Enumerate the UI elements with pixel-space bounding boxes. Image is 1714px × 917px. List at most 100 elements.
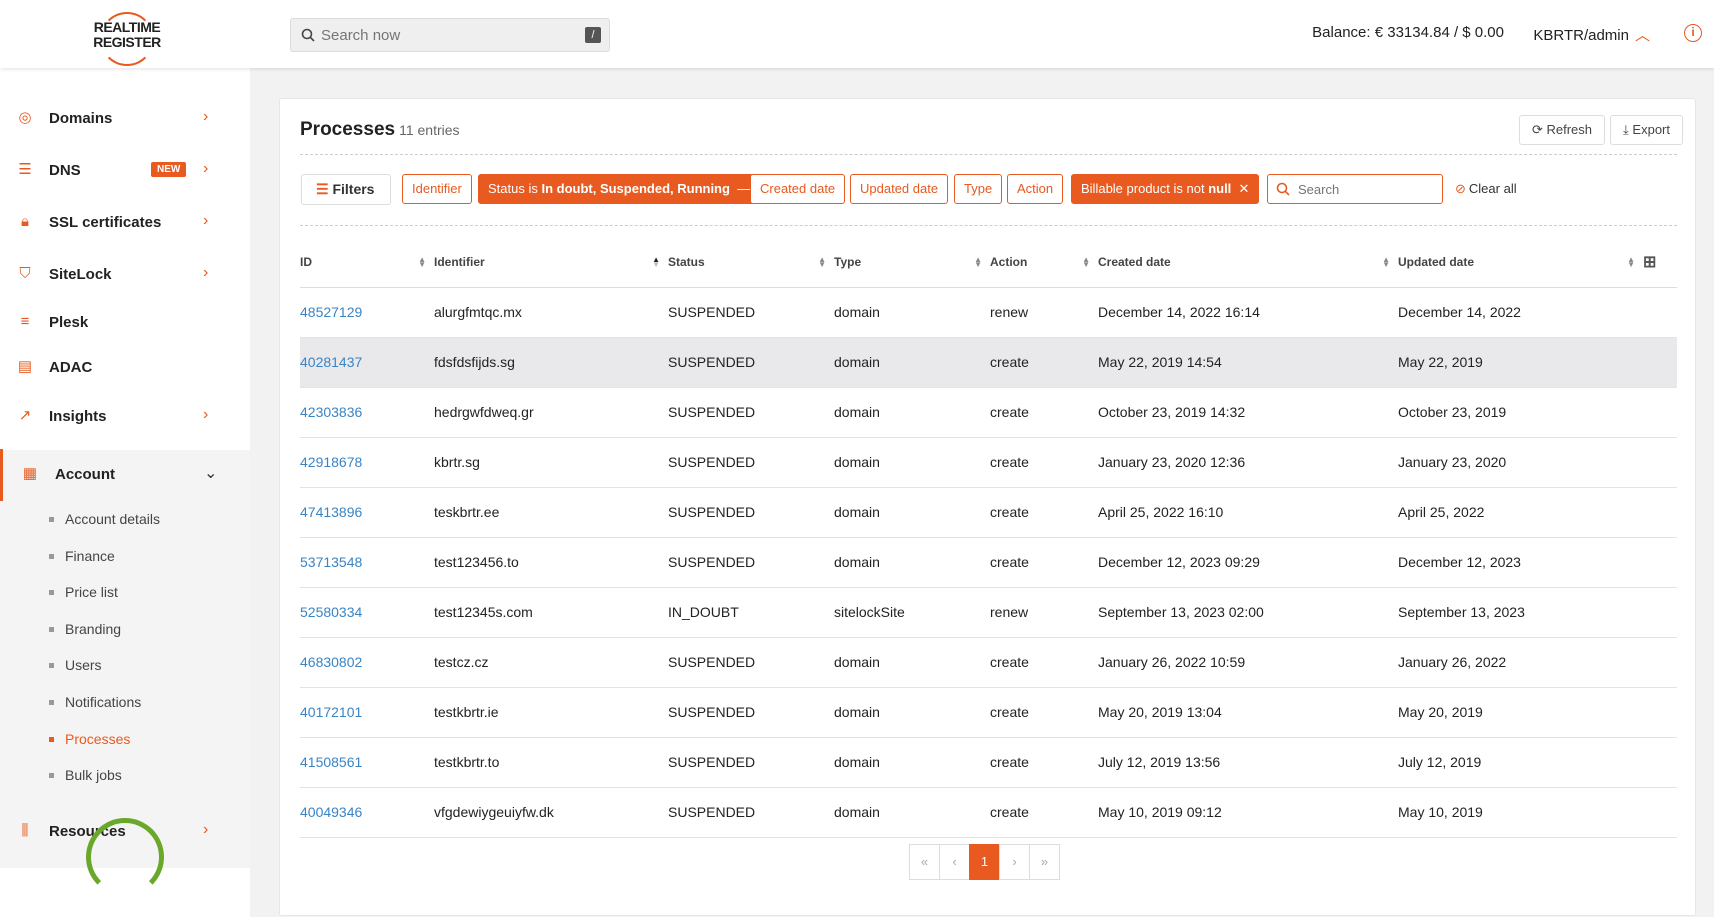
table-cell: IN_DOUBT	[668, 587, 834, 638]
table-cell: May 22, 2019	[1398, 337, 1643, 388]
sidebar-sub-users[interactable]: Users	[0, 648, 250, 682]
process-id-link[interactable]: 53713548	[300, 554, 363, 570]
sidebar-item-insights[interactable]: ↗ Insights ›	[0, 394, 250, 440]
chevron-down-icon: ⌄	[204, 465, 218, 482]
pagination: « ‹ 1 › »	[909, 844, 1060, 880]
col-updated-date[interactable]: Updated date ▲ ▼	[1398, 237, 1643, 288]
table-row[interactable]: 42918678 kbrtr.sg SUSPENDED domain create Jan…	[300, 437, 1677, 488]
process-id-link[interactable]: 52580334	[300, 604, 363, 620]
table-cell: SUSPENDED	[668, 437, 834, 488]
table-cell: July 12, 2019 13:56	[1098, 737, 1398, 788]
close-icon[interactable]: ✕	[1238, 181, 1250, 196]
table-cell: May 22, 2019 14:54	[1098, 337, 1398, 388]
prev-page-button[interactable]: ‹	[939, 844, 970, 880]
sidebar-item-domains[interactable]: ◎ Domains ›	[0, 96, 250, 142]
filter-search[interactable]	[1267, 174, 1443, 204]
col-id[interactable]: ID ▲ ▼	[300, 237, 434, 288]
sidebar-sub-bulk-jobs[interactable]: Bulk jobs	[0, 758, 250, 792]
process-id-link[interactable]: 42303836	[300, 404, 363, 420]
filter-updated-date[interactable]: Updated date	[850, 174, 949, 204]
sidebar-item-plesk[interactable]: ≡ Plesk	[0, 300, 250, 346]
sidebar-sub-processes[interactable]: Processes	[0, 722, 250, 756]
filter-identifier[interactable]: Identifier	[402, 174, 472, 204]
col-type[interactable]: Type ▲ ▼	[834, 237, 990, 288]
filter-search-input[interactable]	[1298, 175, 1438, 203]
sort-icon: ▲ ▼	[1382, 255, 1390, 269]
table-cell: January 23, 2020 12:36	[1098, 437, 1398, 488]
table-cell: create	[990, 737, 1098, 788]
sidebar-item-sitelock[interactable]: ⛉ SiteLock ›	[0, 252, 250, 298]
shortcut-key: /	[585, 27, 601, 43]
info-icon[interactable]: i	[1684, 24, 1702, 42]
refresh-icon: ⟳	[1531, 122, 1543, 137]
process-id-link[interactable]: 40049346	[300, 804, 363, 820]
table-cell: domain	[834, 787, 990, 838]
table-cell: December 12, 2023	[1398, 537, 1643, 588]
global-search[interactable]: /	[290, 18, 610, 52]
collapse-icon[interactable]: —	[737, 181, 751, 196]
export-button[interactable]: ⤓ Export	[1610, 115, 1683, 145]
filter-created-date[interactable]: Created date	[750, 174, 846, 204]
last-page-button[interactable]: »	[1029, 844, 1060, 880]
table-row[interactable]: 52580334 test12345s.com IN_DOUBT sitelockSi…	[300, 587, 1677, 638]
table-row[interactable]: 47413896 teskbrtr.ee SUSPENDED domain create…	[300, 487, 1677, 538]
global-search-input[interactable]	[321, 19, 571, 51]
table-cell: alurgfmtqc.mx	[434, 287, 668, 338]
col-created-date[interactable]: Created date ▲ ▼	[1098, 237, 1398, 288]
filter-action[interactable]: Action	[1007, 174, 1064, 204]
column-settings-icon[interactable]: ⊞	[1643, 237, 1677, 288]
table-cell: test123456.to	[434, 537, 668, 588]
process-id-link[interactable]: 40281437	[300, 354, 363, 370]
filter-type[interactable]: Type	[954, 174, 1003, 204]
sidebar-item-ssl[interactable]: 🔒︎ SSL certificates ›	[0, 200, 250, 246]
table-row[interactable]: 42303836 hedrgwfdweq.gr SUSPENDED domain cre…	[300, 387, 1677, 438]
clear-all-button[interactable]: ⊘ Clear all	[1455, 181, 1517, 196]
user-menu[interactable]: KBRTR/admin ︿	[1533, 24, 1650, 45]
new-badge: NEW	[151, 162, 187, 177]
sidebar-item-account[interactable]: ▦ Account ⌄	[0, 449, 250, 501]
process-id-link[interactable]: 47413896	[300, 504, 363, 520]
first-page-button[interactable]: «	[909, 844, 940, 880]
process-id-link[interactable]: 46830802	[300, 654, 363, 670]
col-identifier[interactable]: Identifier ▲ ▼	[434, 237, 668, 288]
filter-status[interactable]: Status is In doubt, Suspended, Running —	[478, 174, 761, 204]
filter-billable[interactable]: Billable product is not null ✕	[1071, 174, 1260, 204]
sidebar-sub-account-details[interactable]: Account details	[0, 502, 250, 536]
refresh-button[interactable]: ⟳ Refresh	[1518, 115, 1605, 145]
col-action[interactable]: Action ▲ ▼	[990, 237, 1098, 288]
table-cell: teskbrtr.ee	[434, 487, 668, 538]
sidebar-sub-finance[interactable]: Finance	[0, 539, 250, 573]
next-page-button[interactable]: ›	[999, 844, 1030, 880]
table-cell: May 20, 2019	[1398, 687, 1643, 738]
table-cell: October 23, 2019	[1398, 387, 1643, 438]
sidebar-item-dns[interactable]: ☰ DNS NEW ›	[0, 148, 250, 194]
table-row[interactable]: 48527129 alurgfmtqc.mx SUSPENDED domain rene…	[300, 287, 1677, 338]
process-id-link[interactable]: 41508561	[300, 754, 363, 770]
table-cell: January 23, 2020	[1398, 437, 1643, 488]
filters-button[interactable]: ☰ Filters	[301, 174, 391, 205]
chevron-right-icon: ›	[203, 160, 209, 177]
process-id-link[interactable]: 40172101	[300, 704, 363, 720]
table-row[interactable]: 41508561 testkbrtr.to SUSPENDED domain creat…	[300, 737, 1677, 788]
table-row[interactable]: 40049346 vfgdewiygeuiyfw.dk SUSPENDED domai…	[300, 787, 1677, 838]
filter-icon: ☰	[316, 181, 329, 197]
processes-table: ID ▲ ▼ Identifier ▲ ▼ Status ▲ ▼ Type ▲ ▼ Action…	[300, 237, 1677, 838]
table-cell: April 25, 2022 16:10	[1098, 487, 1398, 538]
logo[interactable]: REALTIME REGISTER	[88, 12, 166, 66]
sidebar-sub-price-list[interactable]: Price list	[0, 575, 250, 609]
sidebar-sub-branding[interactable]: Branding	[0, 612, 250, 646]
table-cell: SUSPENDED	[668, 737, 834, 788]
table-row[interactable]: 40281437 fdsfdsfijds.sg SUSPENDED domain cre…	[300, 337, 1677, 388]
table-row[interactable]: 53713548 test123456.to SUSPENDED domain crea…	[300, 537, 1677, 588]
table-row[interactable]: 40172101 testkbrtr.ie SUSPENDED domain creat…	[300, 687, 1677, 738]
table-cell: domain	[834, 737, 990, 788]
table-cell: December 14, 2022	[1398, 287, 1643, 338]
process-id-link[interactable]: 42918678	[300, 454, 363, 470]
process-id-link[interactable]: 48527129	[300, 304, 363, 320]
table-row[interactable]: 46830802 testcz.cz SUSPENDED domain create Ja…	[300, 637, 1677, 688]
col-status[interactable]: Status ▲ ▼	[668, 237, 834, 288]
page-1-button[interactable]: 1	[969, 844, 1000, 880]
sidebar-sub-notifications[interactable]: Notifications	[0, 685, 250, 719]
sidebar-item-adac[interactable]: ▤ ADAC	[17, 358, 93, 376]
lock-icon: 🔒︎	[21, 213, 29, 230]
